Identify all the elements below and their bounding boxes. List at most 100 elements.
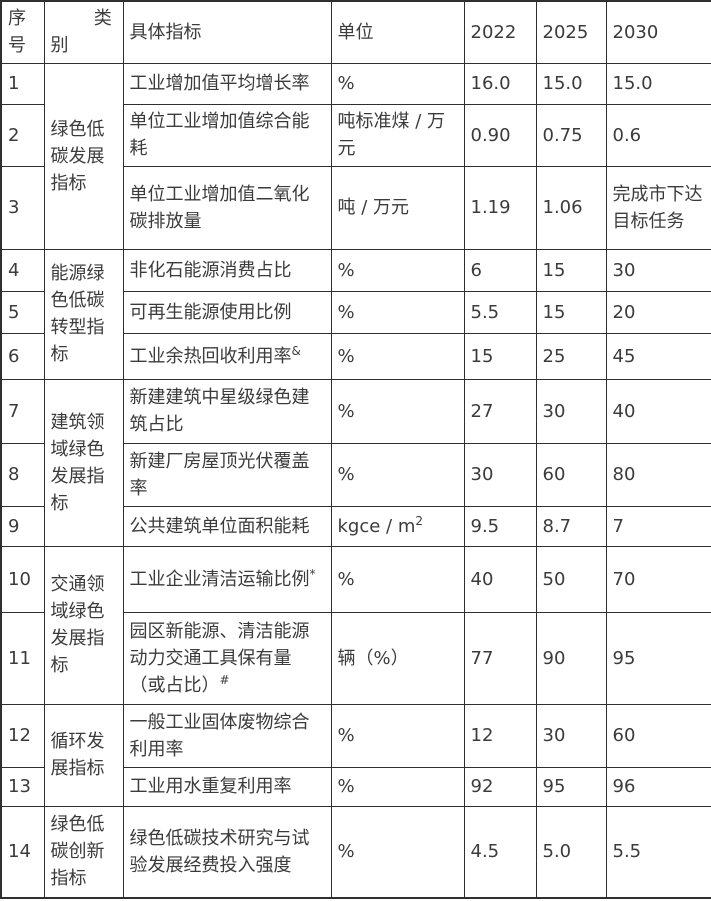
- table-row: 6 工业余热回收利用率& % 15 25 45: [0, 332, 711, 380]
- indicator-cell: 单位工业增加值二氧化碳排放量: [122, 165, 332, 250]
- indicator-cell: 公共建筑单位面积能耗: [122, 505, 332, 547]
- category-cell: 建筑领域绿色发展指标: [43, 378, 124, 547]
- unit-cell: %: [330, 805, 465, 899]
- table-row: 12 循环发展指标 一般工业固体废物综合利用率 % 12 30 60: [0, 703, 711, 807]
- table-row: 10 交通领域绿色发展指标 工业企业清洁运输比例* % 40 50 70: [0, 545, 711, 705]
- unit-cell: %: [330, 545, 465, 613]
- value-cell-2025: 15: [535, 290, 607, 334]
- unit-cell: 吨 / 万元: [330, 165, 465, 250]
- value-cell-2022: 9.5: [463, 505, 537, 547]
- header-cell-unit: 单位: [330, 0, 465, 64]
- unit-cell: %: [330, 332, 465, 380]
- unit-cell: %: [330, 766, 465, 807]
- indicator-text: 工业余热回收利用率: [129, 345, 292, 367]
- table-row: 9 公共建筑单位面积能耗 kgce / m2 9.5 8.7 7: [0, 505, 711, 547]
- value-cell-2025: 5.0: [535, 805, 607, 899]
- indicator-superscript: &: [291, 343, 301, 358]
- value-cell-2025: 90: [535, 611, 607, 705]
- value-cell-2030: 20: [605, 290, 711, 334]
- value-cell-2022: 16.0: [463, 62, 537, 105]
- table-row: 8 新建厂房屋顶光伏覆盖率 % 30 60 80: [0, 442, 711, 507]
- value-cell-2030: 96: [605, 766, 711, 807]
- row-number-cell: 10: [0, 545, 45, 613]
- value-cell-2022: 5.5: [463, 290, 537, 334]
- category-cell: 绿色低碳发展指标: [43, 62, 124, 250]
- unit-cell: %: [330, 703, 465, 768]
- unit-cell: 辆（%）: [330, 611, 465, 705]
- indicator-cell: 非化石能源消费占比: [122, 248, 332, 292]
- unit-text: kgce / m: [337, 515, 416, 537]
- value-cell-2022: 40: [463, 545, 537, 613]
- value-cell-2025: 8.7: [535, 505, 607, 547]
- row-number-cell: 3: [0, 165, 45, 250]
- value-cell-2030: 60: [605, 703, 711, 768]
- value-cell-2022: 12: [463, 703, 537, 768]
- unit-cell: %: [330, 442, 465, 507]
- row-number-cell: 6: [0, 332, 45, 380]
- category-cell: 能源绿色低碳转型指标: [43, 248, 124, 380]
- value-cell-2022: 77: [463, 611, 537, 705]
- row-number-cell: 14: [0, 805, 45, 899]
- indicator-cell: 工业余热回收利用率&: [122, 332, 332, 380]
- value-cell-2030: 95: [605, 611, 711, 705]
- unit-cell: %: [330, 62, 465, 105]
- row-number-cell: 9: [0, 505, 45, 547]
- table-row: 7 建筑领域绿色发展指标 新建建筑中星级绿色建筑占比 % 27 30 40: [0, 378, 711, 547]
- indicator-text: 园区新能源、清洁能源动力交通工具保有量（或占比）: [129, 620, 310, 696]
- table-row: 14 绿色低碳创新指标 绿色低碳技术研究与试验发展经费投入强度 % 4.5 5.…: [0, 805, 711, 899]
- indicator-superscript: *: [309, 566, 316, 581]
- value-cell-2025: 60: [535, 442, 607, 507]
- value-cell-2030: 15.0: [605, 62, 711, 105]
- value-cell-2025: 30: [535, 378, 607, 444]
- row-number-cell: 13: [0, 766, 45, 807]
- value-cell-2025: 50: [535, 545, 607, 613]
- row-number-cell: 5: [0, 290, 45, 334]
- table-row: 3 单位工业增加值二氧化碳排放量 吨 / 万元 1.19 1.06 完成市下达目…: [0, 165, 711, 250]
- indicator-cell: 新建建筑中星级绿色建筑占比: [122, 378, 332, 444]
- value-cell-2030: 0.6: [605, 103, 711, 167]
- unit-cell: %: [330, 290, 465, 334]
- table-row: 2 单位工业增加值综合能耗 吨标准煤 / 万元 0.90 0.75 0.6: [0, 103, 711, 167]
- value-cell-2025: 15.0: [535, 62, 607, 105]
- value-cell-2022: 92: [463, 766, 537, 807]
- category-cell: 循环发展指标: [43, 703, 124, 807]
- unit-cell: kgce / m2: [330, 505, 465, 547]
- value-cell-2025: 0.75: [535, 103, 607, 167]
- indicator-cell: 工业用水重复利用率: [122, 766, 332, 807]
- value-cell-2030: 5.5: [605, 805, 711, 899]
- value-cell-2030: 7: [605, 505, 711, 547]
- value-cell-2025: 15: [535, 248, 607, 292]
- value-cell-2025: 1.06: [535, 165, 607, 250]
- value-cell-2030: 80: [605, 442, 711, 507]
- category-cell: 交通领域绿色发展指标: [43, 545, 124, 705]
- value-cell-2030: 45: [605, 332, 711, 380]
- indicator-cell: 园区新能源、清洁能源动力交通工具保有量（或占比）#: [122, 611, 332, 705]
- table-row: 5 可再生能源使用比例 % 5.5 15 20: [0, 290, 711, 334]
- row-number-cell: 1: [0, 62, 45, 105]
- table-row: 1 绿色低碳发展指标 工业增加值平均增长率 % 16.0 15.0 15.0: [0, 62, 711, 250]
- header-cell-2022: 2022: [463, 0, 537, 64]
- indicator-cell: 绿色低碳技术研究与试验发展经费投入强度: [122, 805, 332, 899]
- header-row: 序号 类别 具体指标 单位 2022 2025 2030: [0, 0, 711, 64]
- value-cell-2022: 1.19: [463, 165, 537, 250]
- value-cell-2022: 30: [463, 442, 537, 507]
- unit-cell: 吨标准煤 / 万元: [330, 103, 465, 167]
- indicator-cell: 新建厂房屋顶光伏覆盖率: [122, 442, 332, 507]
- value-cell-2025: 25: [535, 332, 607, 380]
- header-cell-2025: 2025: [535, 0, 607, 64]
- indicator-cell: 可再生能源使用比例: [122, 290, 332, 334]
- indicator-text: 工业企业清洁运输比例: [129, 568, 310, 590]
- header-cell-2030: 2030: [605, 0, 711, 64]
- value-cell-2030: 30: [605, 248, 711, 292]
- indicator-superscript: #: [219, 672, 230, 687]
- indicator-cell: 工业企业清洁运输比例*: [122, 545, 332, 613]
- value-cell-2022: 4.5: [463, 805, 537, 899]
- unit-superscript: 2: [415, 513, 424, 528]
- value-cell-2022: 15: [463, 332, 537, 380]
- row-number-cell: 7: [0, 378, 45, 444]
- row-number-cell: 12: [0, 703, 45, 768]
- indicator-cell: 一般工业固体废物综合利用率: [122, 703, 332, 768]
- value-cell-2025: 30: [535, 703, 607, 768]
- value-cell-2022: 27: [463, 378, 537, 444]
